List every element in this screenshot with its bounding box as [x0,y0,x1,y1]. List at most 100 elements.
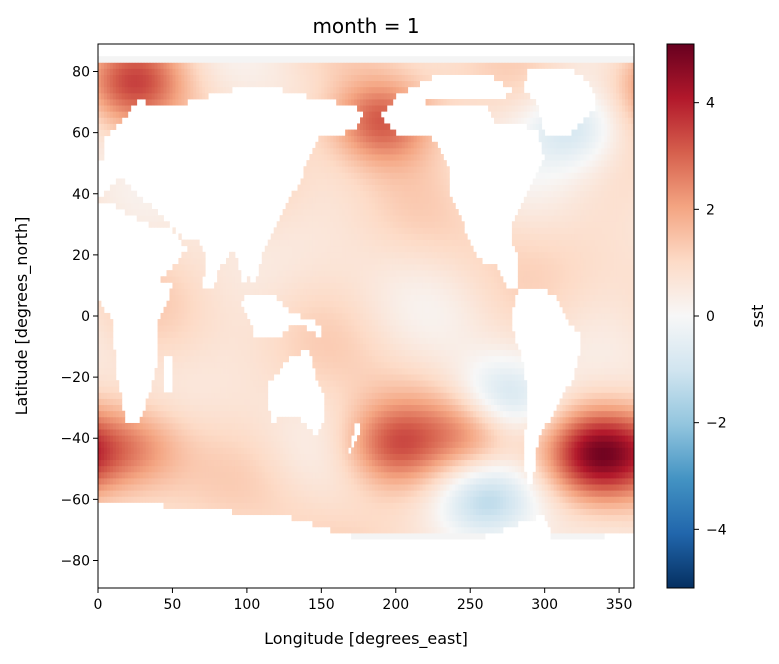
heatmap-cell [553,459,557,467]
heatmap-cell [187,453,191,461]
heatmap-cell [479,355,483,363]
heatmap-cell [324,410,328,418]
heatmap-cell [291,447,295,454]
heatmap-cell [625,392,629,399]
heatmap-cell [607,349,611,357]
heatmap-cell [389,355,394,363]
heatmap-cell [190,392,194,399]
heatmap-cell [252,477,257,485]
heatmap-cell [595,441,599,448]
heatmap-cell [416,484,420,491]
heatmap-cell [249,465,254,473]
heatmap-cell [494,526,498,534]
heatmap-cell [386,526,391,534]
heatmap-cell [223,392,227,399]
heatmap-cell [392,453,397,461]
heatmap-cell [148,453,152,461]
heatmap-cell [631,380,634,387]
heatmap-cell [416,410,420,418]
heatmap-cell [202,331,206,338]
heatmap-cell [458,398,462,406]
heatmap-cell [297,502,301,509]
heatmap-cell [339,465,343,473]
heatmap-cell [508,453,513,461]
heatmap-cell [461,496,465,503]
heatmap-cell [601,471,605,479]
heatmap-cell [217,447,221,454]
heatmap-cell [175,502,179,509]
heatmap-cell [377,502,382,509]
heatmap-cell [455,447,459,454]
heatmap-cell [628,386,632,393]
heatmap-cell [351,355,355,363]
heatmap-cell [619,447,623,454]
heatmap-cell [613,422,617,430]
heatmap-cell [404,410,409,418]
heatmap-cell [321,367,325,375]
heatmap-cell [511,398,516,406]
heatmap-cell [324,367,328,375]
heatmap-cell [327,392,331,399]
heatmap-cell [142,429,147,436]
heatmap-cell [511,514,516,522]
heatmap-cell [312,459,316,467]
heatmap-cell [366,374,370,381]
heatmap-cell [318,337,322,344]
heatmap-cell [619,416,623,424]
heatmap-cell [586,386,590,393]
heatmap-cell [202,435,206,442]
heatmap-cell [559,532,563,540]
heatmap-cell [601,361,605,369]
heatmap-cell [410,410,415,418]
heatmap-cell [565,484,569,491]
heatmap-cell [500,410,504,418]
heatmap-cell [205,343,209,351]
heatmap-cell [232,490,236,497]
heatmap-cell [371,459,376,467]
heatmap-cell [425,380,429,387]
heatmap-cell [482,404,486,412]
heatmap-cell [455,471,459,479]
heatmap-cell [526,496,531,503]
heatmap-cell [452,508,456,516]
heatmap-cell [136,459,141,467]
heatmap-cell [386,374,391,381]
heatmap-cell [514,484,519,491]
heatmap-cell [163,398,167,406]
heatmap-cell [282,447,286,454]
heatmap-cell [193,349,197,357]
heatmap-cell [98,331,102,338]
heatmap-cell [324,490,328,497]
heatmap-cell [422,477,426,485]
heatmap-cell [315,502,319,509]
heatmap-cell [121,471,126,479]
heatmap-cell [333,477,337,485]
heatmap-cell [291,471,295,479]
heatmap-cell [580,343,584,351]
heatmap-cell [464,453,468,461]
heatmap-cell [205,374,209,381]
heatmap-cell [267,416,272,424]
heatmap-cell [482,410,486,418]
heatmap-cell [505,465,510,473]
heatmap-cell [294,502,298,509]
heatmap-cell [488,416,492,424]
heatmap-cell [106,355,111,363]
heatmap-cell [446,532,450,540]
heatmap-cell [631,343,634,351]
heatmap-cell [404,471,409,479]
heatmap-cell [547,477,552,485]
heatmap-cell [226,490,230,497]
heatmap-cell [160,435,164,442]
heatmap-cell [148,416,152,424]
heatmap-cell [440,526,444,534]
heatmap-cell [440,484,444,491]
heatmap-cell [550,484,554,491]
heatmap-cell [428,380,432,387]
heatmap-cell [601,453,605,461]
heatmap-cell [255,374,260,381]
heatmap-cell [214,422,218,430]
heatmap-cell [220,447,224,454]
heatmap-cell [246,496,251,503]
heatmap-cell [354,441,358,448]
